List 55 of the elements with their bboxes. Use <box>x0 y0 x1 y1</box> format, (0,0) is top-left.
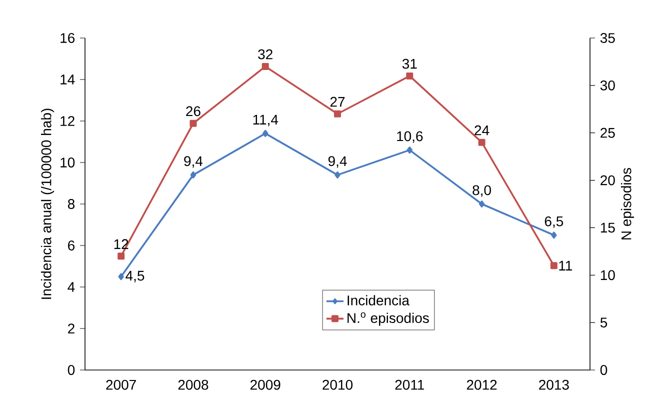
point <box>190 120 197 127</box>
y2-tick-label: 0 <box>600 365 608 375</box>
data-label: 9,4 <box>328 156 347 168</box>
y2-tick-label: 25 <box>600 128 615 138</box>
point <box>262 62 269 70</box>
y-tick-label: 10 <box>60 158 75 168</box>
point <box>550 262 558 270</box>
point <box>334 171 340 178</box>
x-tick-label: 2012 <box>466 380 497 390</box>
point <box>190 171 196 178</box>
x-tick-label: 2010 <box>322 380 353 390</box>
y2-tick-label: 5 <box>600 318 608 328</box>
y-tick-label: 12 <box>60 116 74 126</box>
data-label: 8,0 <box>472 185 491 197</box>
x-tick-label: 2007 <box>106 380 136 390</box>
data-label: 9,4 <box>184 156 203 168</box>
data-label: 24 <box>474 125 490 136</box>
y-tick-label: 16 <box>60 33 75 43</box>
point <box>478 200 485 208</box>
y-tick-label: 14 <box>60 74 75 84</box>
point <box>334 110 341 118</box>
data-label: 32 <box>258 49 272 60</box>
point <box>118 273 124 280</box>
data-label: 11,4 <box>253 114 278 126</box>
y2-tick-label: 35 <box>600 33 615 43</box>
data-label: 4,5 <box>126 270 144 282</box>
point <box>551 232 557 239</box>
y-tick-label: 4 <box>68 282 75 292</box>
y-tick-label: 6 <box>68 240 75 250</box>
y2-tick-label: 15 <box>600 222 615 233</box>
data-label: 27 <box>330 96 345 107</box>
legend-label: N.$^{o}$ episodios <box>348 312 429 326</box>
data-label: 31 <box>402 58 417 69</box>
x-tick-label: 2008 <box>178 380 208 390</box>
y-tick-label: 2 <box>68 324 74 334</box>
point <box>262 130 268 137</box>
x-tick-label: 2009 <box>250 380 280 390</box>
y-axis-title: Incidencia anual (/100000 hab) <box>40 108 54 299</box>
data-label: 10,6 <box>397 131 423 143</box>
data-label: 26 <box>186 106 200 116</box>
point <box>478 138 486 146</box>
point <box>118 252 125 260</box>
y2-tick-label: 30 <box>600 80 615 90</box>
data-label: 6,5 <box>544 216 564 228</box>
x-tick-label: 2013 <box>539 380 569 390</box>
legend-label: Incidencia <box>348 295 410 306</box>
y2-axis-title: N episodios <box>620 168 634 240</box>
y-tick-label: 8 <box>68 199 75 209</box>
point <box>406 72 414 80</box>
x-tick-label: 2011 <box>395 380 424 390</box>
y2-tick-label: 20 <box>600 175 615 186</box>
y-tick-label: 0 <box>68 365 75 375</box>
point <box>406 146 412 154</box>
data-label: 11 <box>559 260 572 270</box>
y2-tick-label: 10 <box>600 270 615 280</box>
